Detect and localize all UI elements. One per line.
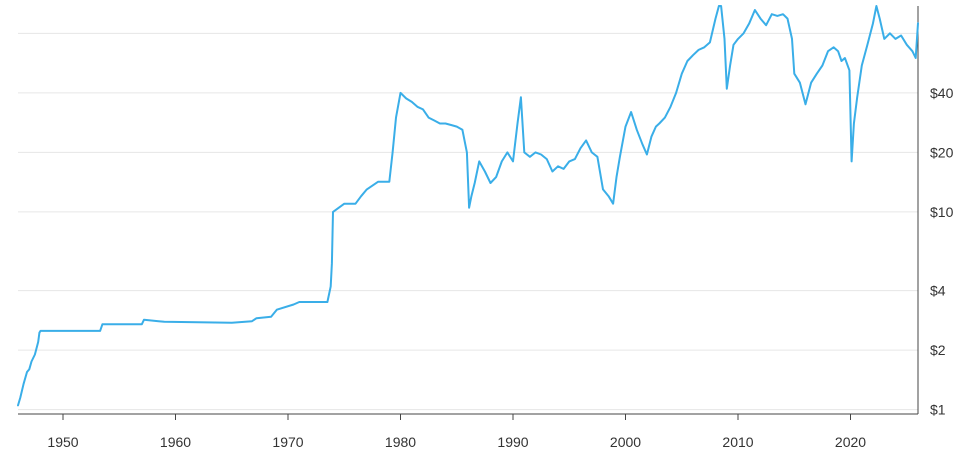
- axes: [18, 6, 919, 420]
- x-tick-label: 1950: [47, 434, 78, 450]
- y-tick-label: $20: [930, 144, 954, 160]
- x-tick-label: 1980: [385, 434, 416, 450]
- x-tick-label: 1960: [160, 434, 191, 450]
- series-line: [17, 5, 919, 407]
- series: [17, 5, 919, 407]
- x-tick-label: 2020: [835, 434, 866, 450]
- x-tick-label: 1970: [272, 434, 303, 450]
- y-tick-label: $2: [930, 342, 946, 358]
- grid-lines: [18, 32, 918, 411]
- y-tick-label: $10: [930, 204, 954, 220]
- y-tick-label: $1: [930, 402, 946, 418]
- x-tick-label: 2010: [722, 434, 753, 450]
- x-tick-label: 2000: [610, 434, 641, 450]
- tick-labels: 1950 1960 1970 1980 1990 2000 2010 2020 $1 $2 $4 $1…: [47, 85, 953, 450]
- y-tick-label: $40: [930, 85, 954, 101]
- y-tick-label: $4: [930, 283, 946, 299]
- x-tick-label: 1990: [497, 434, 528, 450]
